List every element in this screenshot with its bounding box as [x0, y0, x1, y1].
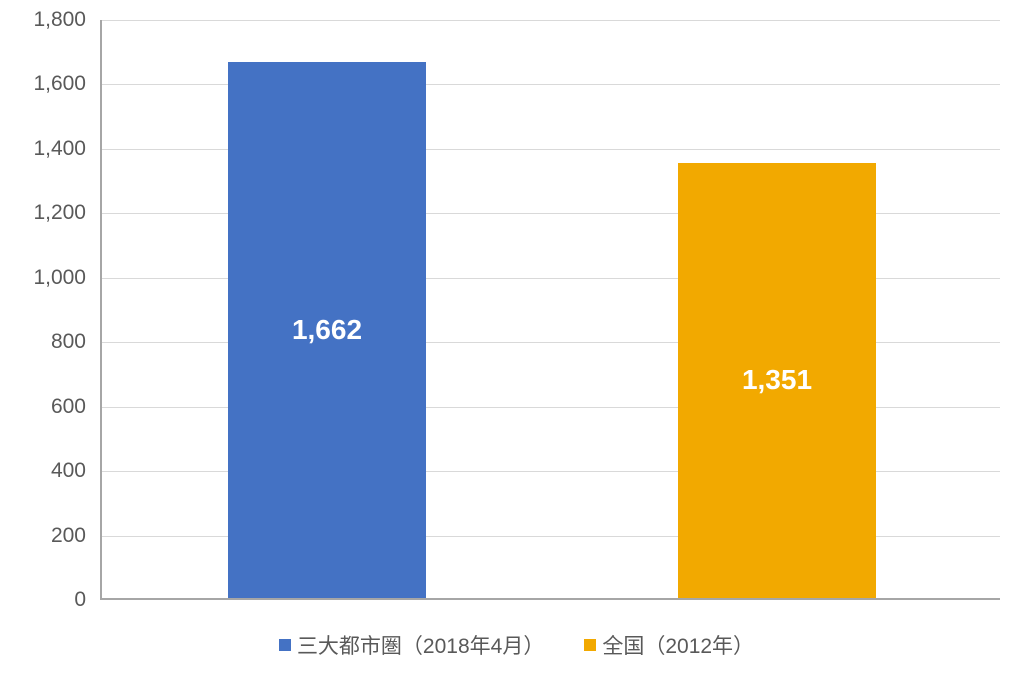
y-tick-label: 1,400	[0, 137, 86, 161]
legend-item: 三大都市圏（2018年4月）	[279, 630, 544, 660]
y-tick-label: 0	[0, 588, 86, 612]
legend-swatch	[279, 639, 291, 651]
y-tick-label: 800	[0, 330, 86, 354]
y-tick-label: 1,000	[0, 266, 86, 290]
legend-label: 全国（2012年）	[602, 630, 754, 660]
bar-chart: 1,662 1,351 三大都市圏（2018年4月） 全国（2012年） 0 200 4…	[0, 0, 1033, 676]
bar: 1,351	[678, 163, 876, 598]
y-tick-label: 400	[0, 459, 86, 483]
y-tick-label: 200	[0, 524, 86, 548]
y-tick-label: 1,600	[0, 72, 86, 96]
gridline	[102, 20, 1000, 21]
plot-area: 1,662 1,351	[100, 20, 1000, 600]
y-tick-label: 1,200	[0, 201, 86, 225]
legend-label: 三大都市圏（2018年4月）	[297, 630, 544, 660]
legend-swatch	[584, 639, 596, 651]
y-tick-label: 1,800	[0, 8, 86, 32]
y-tick-label: 600	[0, 395, 86, 419]
bar: 1,662	[228, 62, 426, 598]
bar-value-label: 1,351	[678, 364, 876, 396]
bar-value-label: 1,662	[228, 314, 426, 346]
legend-item: 全国（2012年）	[584, 630, 754, 660]
legend: 三大都市圏（2018年4月） 全国（2012年）	[0, 630, 1033, 660]
